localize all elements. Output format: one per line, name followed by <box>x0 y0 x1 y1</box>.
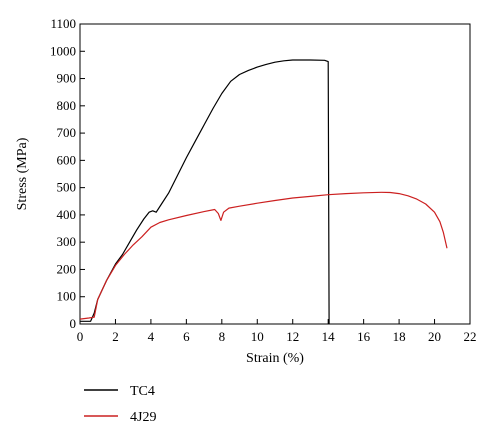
x-axis-title: Strain (%) <box>246 351 304 366</box>
legend: TC4 4J29 <box>84 384 156 425</box>
x-axis-ticks: 0 2 4 6 8 10 12 14 16 18 20 22 <box>77 319 477 344</box>
y-axis-title: Stress (MPa) <box>15 137 30 210</box>
y-tick-label: 700 <box>57 125 77 140</box>
y-tick-label: 100 <box>57 289 77 304</box>
legend-label-4j29: 4J29 <box>130 410 156 425</box>
y-tick-label: 500 <box>57 180 77 195</box>
legend-label-tc4: TC4 <box>130 384 155 399</box>
x-tick-label: 14 <box>322 329 336 344</box>
y-tick-label: 0 <box>70 316 77 331</box>
series-line-4j29 <box>79 191 448 320</box>
x-tick-label: 6 <box>183 329 190 344</box>
y-tick-label: 200 <box>57 261 77 276</box>
x-tick-label: 12 <box>286 329 299 344</box>
x-tick-label: 4 <box>148 329 155 344</box>
y-tick-label: 1000 <box>50 43 76 58</box>
x-tick-label: 10 <box>251 329 264 344</box>
y-axis-ticks: 0 100 200 300 400 500 600 700 800 900 1000 1100 <box>50 16 85 331</box>
series-layer <box>79 59 448 325</box>
x-tick-label: 18 <box>393 329 406 344</box>
x-tick-label: 0 <box>77 329 84 344</box>
x-tick-label: 8 <box>219 329 226 344</box>
series-line-tc4 <box>80 59 330 325</box>
y-tick-label: 300 <box>57 234 77 249</box>
y-tick-label: 600 <box>57 152 77 167</box>
y-tick-label: 1100 <box>50 16 76 31</box>
y-tick-label: 800 <box>57 98 77 113</box>
plot-frame <box>79 23 471 325</box>
x-tick-label: 2 <box>112 329 119 344</box>
y-tick-label: 400 <box>57 207 77 222</box>
x-tick-label: 20 <box>428 329 441 344</box>
y-tick-label: 900 <box>57 71 77 86</box>
x-tick-label: 22 <box>464 329 477 344</box>
x-tick-label: 16 <box>357 329 371 344</box>
